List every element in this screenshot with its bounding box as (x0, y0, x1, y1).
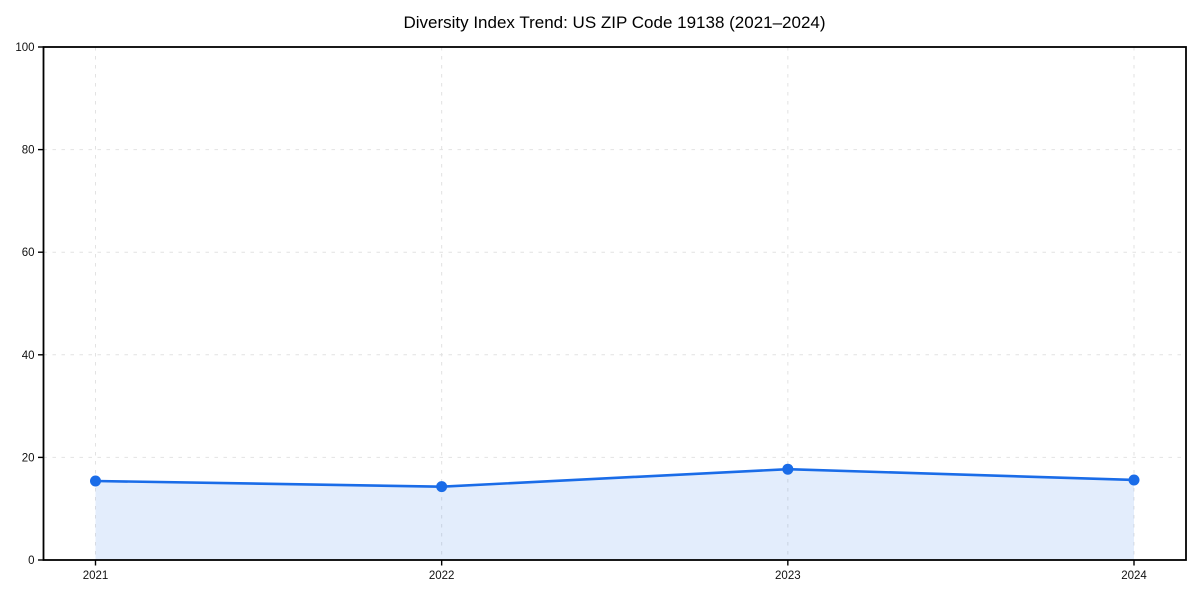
data-point (436, 481, 448, 493)
x-tick-label: 2022 (429, 570, 455, 582)
data-point (90, 475, 101, 487)
y-tick-label: 40 (22, 350, 35, 362)
data-point (782, 463, 794, 475)
data-point (1128, 474, 1140, 486)
y-tick-label: 80 (22, 145, 35, 157)
x-tick-label: 2023 (775, 570, 801, 582)
y-tick-label: 0 (28, 555, 34, 567)
plot-border (42, 46, 1187, 561)
chart-title: Diversity Index Trend: US ZIP Code 19138… (403, 13, 826, 32)
x-tick-label: 2021 (83, 570, 109, 582)
trend-line (94, 467, 1136, 488)
area-fill (95, 469, 1134, 560)
y-tick-label: 100 (15, 42, 34, 54)
y-tick-label: 60 (22, 247, 35, 259)
x-tick-label: 2024 (1121, 570, 1147, 582)
y-tick-label: 20 (22, 452, 35, 464)
